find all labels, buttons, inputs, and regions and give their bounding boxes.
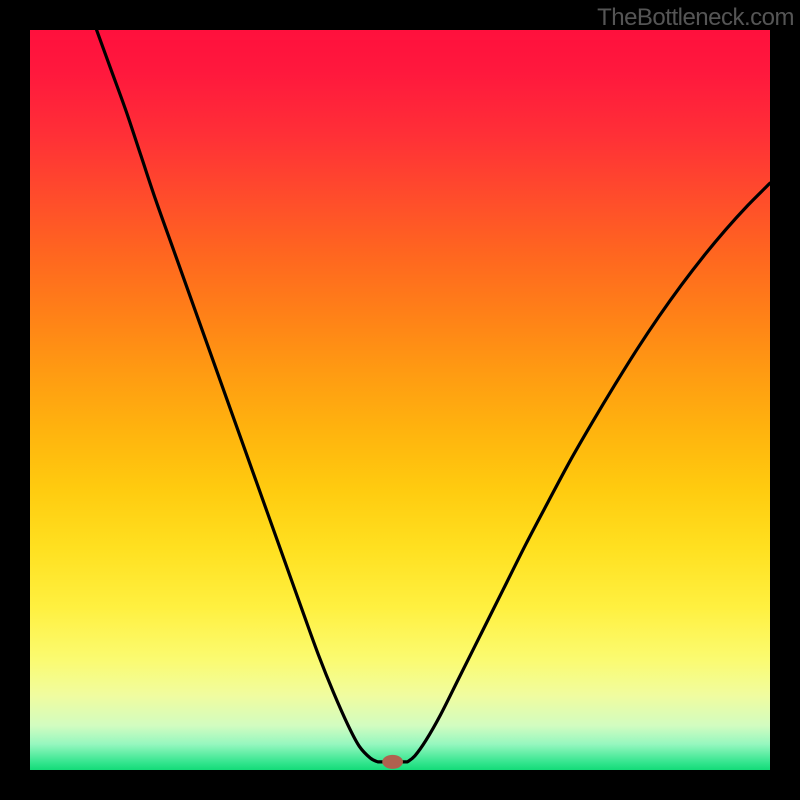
curve-min-marker xyxy=(382,755,403,769)
chart-frame xyxy=(30,30,770,770)
plot-svg xyxy=(30,30,770,770)
plot-background xyxy=(30,30,770,770)
watermark-text: TheBottleneck.com xyxy=(597,4,794,32)
